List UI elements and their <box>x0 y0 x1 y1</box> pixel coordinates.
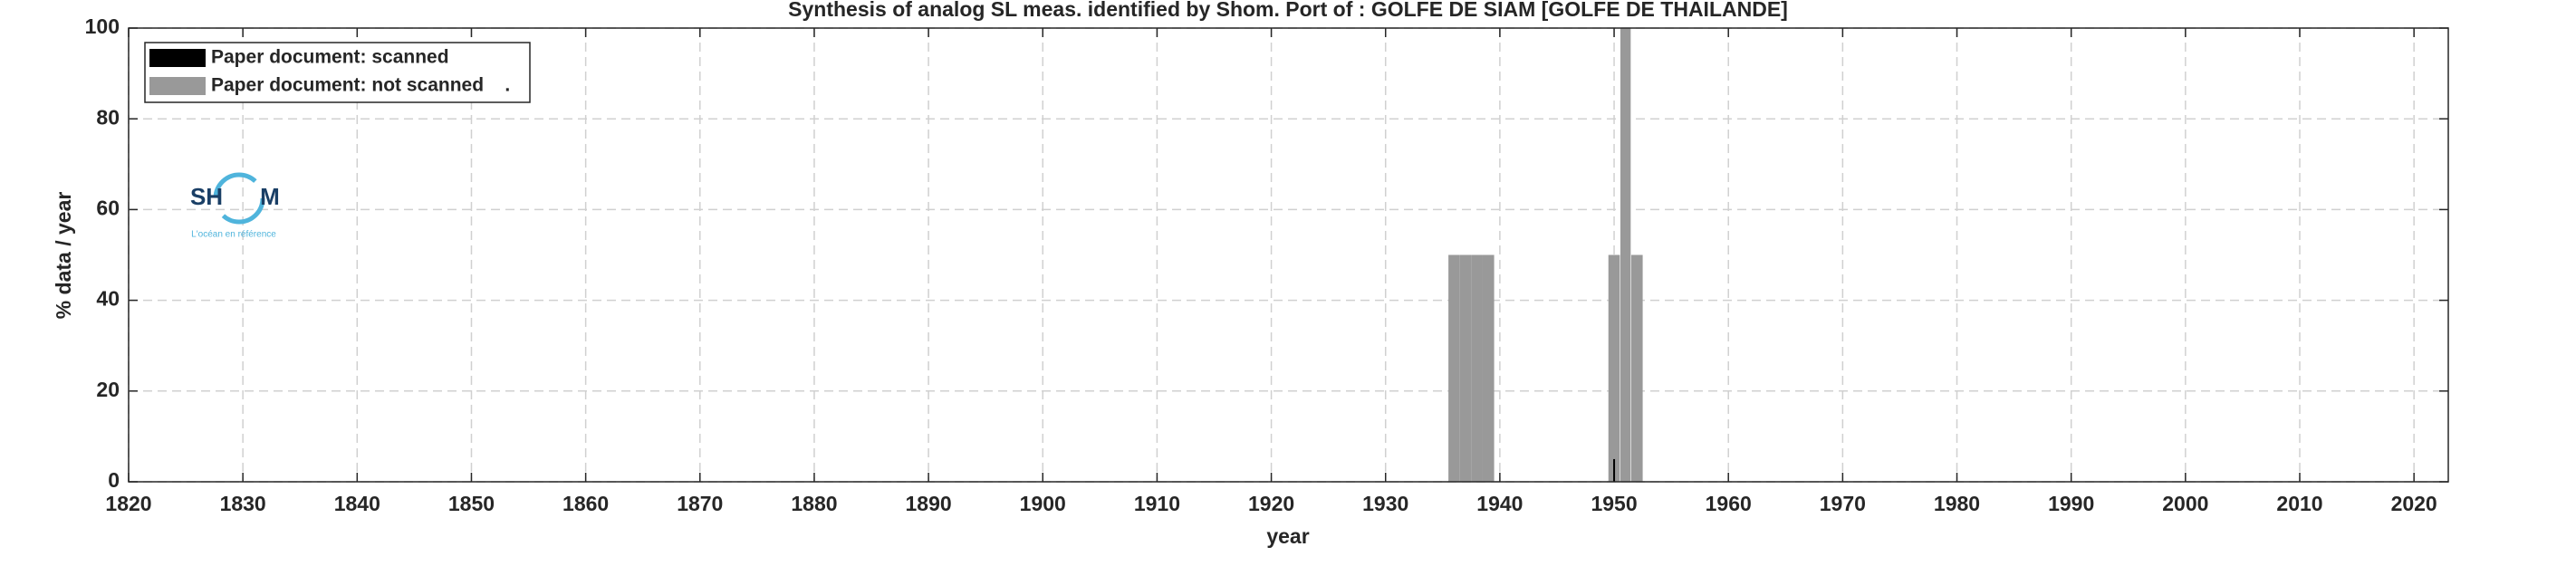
x-tick-label: 1910 <box>1134 492 1180 515</box>
x-tick-label: 2000 <box>2162 492 2208 515</box>
x-tick-label: 1870 <box>677 492 723 515</box>
legend-swatch <box>149 77 206 95</box>
legend-label: Paper document: scanned <box>211 47 449 68</box>
x-tick-label: 1850 <box>448 492 495 515</box>
x-tick-label: 1970 <box>1820 492 1866 515</box>
y-tick-label: 60 <box>96 196 120 219</box>
x-tick-label: 1860 <box>562 492 609 515</box>
logo-text: SH <box>190 183 223 210</box>
y-tick-label: 20 <box>96 378 120 401</box>
plot-area <box>128 27 2449 483</box>
x-tick-label: 1940 <box>1476 492 1523 515</box>
y-tick-label: 100 <box>85 14 120 38</box>
x-tick-label: 1890 <box>906 492 952 515</box>
x-tick-label: 1930 <box>1362 492 1408 515</box>
axes-background <box>129 28 2448 482</box>
x-tick-label: 1960 <box>1706 492 1752 515</box>
bar <box>1471 254 1483 482</box>
bar <box>1482 254 1495 482</box>
x-tick-label: 2020 <box>2391 492 2437 515</box>
bar <box>1448 254 1460 482</box>
legend-label: Paper document: not scanned . <box>211 75 510 96</box>
x-tick-label: 1820 <box>105 492 151 515</box>
chart-title: Synthesis of analog SL meas. identified … <box>788 0 1788 21</box>
x-tick-label: 2010 <box>2276 492 2322 515</box>
x-tick-label: 1950 <box>1591 492 1637 515</box>
x-tick-label: 1900 <box>1020 492 1066 515</box>
axes-frame <box>128 27 2449 483</box>
logo: SH M L'océan en référence <box>190 172 280 240</box>
x-tick-label: 1840 <box>334 492 380 515</box>
bar <box>1630 254 1643 482</box>
logo-tagline: L'océan en référence <box>191 230 276 240</box>
bar <box>1459 254 1472 482</box>
legend-swatch <box>149 49 206 67</box>
x-tick-label: 1990 <box>2048 492 2094 515</box>
bar <box>1620 28 1631 482</box>
y-axis-label: % data / year <box>52 192 75 320</box>
y-tick-label: 80 <box>96 105 120 129</box>
x-axis-label: year <box>1266 524 1309 548</box>
logo-text: M <box>260 183 280 210</box>
legend-box <box>144 42 531 103</box>
x-tick-label: 1980 <box>1934 492 1980 515</box>
x-tick-label: 1830 <box>220 492 266 515</box>
x-tick-label: 1920 <box>1248 492 1294 515</box>
y-tick-label: 40 <box>96 287 120 311</box>
x-tick-label: 1880 <box>791 492 837 515</box>
bar <box>1608 254 1620 482</box>
bar <box>1613 458 1616 482</box>
logo-ring <box>213 172 265 225</box>
y-tick-label: 0 <box>108 468 120 492</box>
